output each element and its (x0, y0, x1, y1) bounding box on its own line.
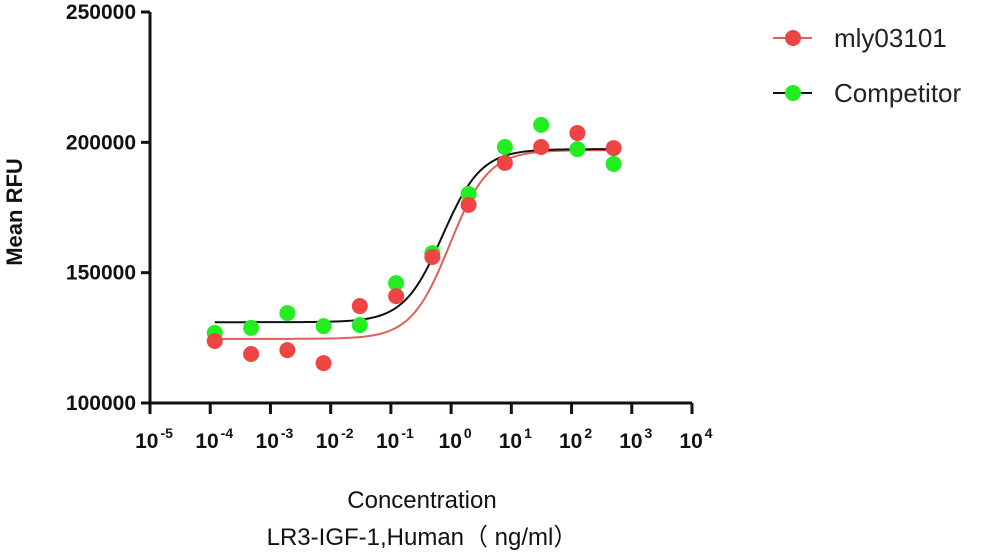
legend-label-mly03101: mly03101 (834, 23, 947, 53)
x-tick-label: 10 1 (499, 425, 532, 453)
fit-curve-mly03101 (214, 149, 614, 340)
data-point-mly03101 (206, 332, 223, 349)
data-point-competitor (605, 155, 622, 172)
data-point-competitor (496, 139, 513, 156)
x-axis-label: Concentration (347, 487, 496, 514)
y-tick-label: 150000 (66, 262, 136, 285)
data-point-competitor (460, 185, 477, 202)
x-tick-label: 10 -3 (256, 425, 294, 453)
fit-curve-competitor (214, 148, 614, 324)
x-tick-label: 10 3 (619, 425, 652, 453)
x-tick-label: 10 -1 (376, 425, 414, 453)
legend-label-competitor: Competitor (834, 78, 961, 108)
data-point-mly03101 (279, 342, 296, 359)
data-point-mly03101 (243, 345, 260, 362)
axes (141, 12, 692, 412)
x-tick-label: 10 -5 (135, 425, 173, 453)
data-point-mly03101 (315, 355, 332, 372)
x-tick-label: 10 4 (679, 425, 712, 453)
x-ticks: 10 -5 10 -4 10 -3 10 -2 10 -1 10 0 10 1 10 2 10 3 10 4 (135, 403, 713, 453)
legend-marker-mly03101 (785, 30, 801, 46)
data-point-mly03101 (605, 140, 622, 157)
legend: mly03101 Competitor (773, 23, 961, 108)
data-point-competitor (279, 305, 296, 322)
y-ticks: 100000 150000 200000 250000 (66, 1, 150, 415)
x-tick-label: 10 2 (559, 425, 592, 453)
x-axis-label-units: LR3-IGF-1,Human（ ng/ml） (267, 524, 578, 551)
data-point-competitor (388, 275, 405, 292)
x-tick-label: 10 0 (439, 425, 472, 453)
data-point-competitor (533, 116, 550, 133)
y-tick-label: 200000 (66, 131, 136, 154)
y-tick-label: 250000 (66, 1, 136, 24)
data-point-mly03101 (496, 154, 513, 171)
data-point-mly03101 (424, 249, 441, 266)
fit-curves (214, 148, 614, 340)
data-point-mly03101 (533, 139, 550, 156)
data-point-mly03101 (351, 298, 368, 315)
x-tick-label: 10 -4 (195, 425, 233, 453)
y-axis-label: Mean RFU (2, 158, 27, 266)
legend-marker-competitor (785, 85, 801, 101)
x-tick-label: 10 -2 (316, 425, 354, 453)
legend-item-mly03101: mly03101 (773, 23, 947, 53)
data-point-mly03101 (569, 124, 586, 141)
data-point-mly03101 (388, 288, 405, 305)
data-point-competitor (569, 141, 586, 158)
data-point-competitor (351, 317, 368, 334)
data-points (206, 116, 622, 372)
data-point-mly03101 (460, 196, 477, 213)
y-tick-label: 100000 (66, 392, 136, 415)
data-point-competitor (315, 318, 332, 335)
legend-item-competitor: Competitor (773, 78, 961, 108)
data-point-competitor (243, 319, 260, 336)
